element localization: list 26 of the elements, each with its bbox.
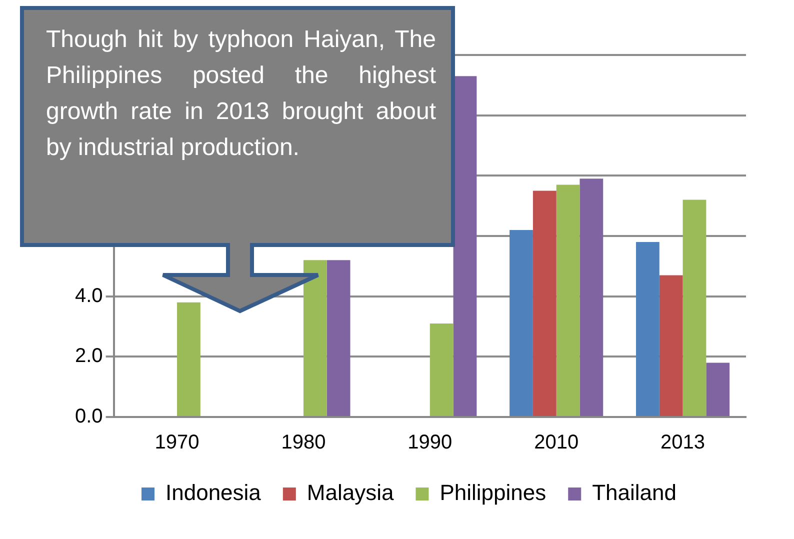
bar — [706, 362, 730, 416]
x-tick-label: 2013 — [660, 432, 706, 454]
bar — [682, 200, 706, 416]
bar — [177, 302, 200, 416]
x-tick-label: 1980 — [281, 432, 326, 454]
legend-label: Malaysia — [306, 480, 394, 506]
y-tick-label: 2.0 — [74, 345, 103, 368]
bar — [636, 242, 660, 416]
x-tick-label: 1970 — [154, 432, 200, 454]
y-tick-label: 0.0 — [74, 406, 103, 428]
x-tick-label: 2010 — [534, 432, 579, 454]
bar — [453, 76, 477, 416]
annotation: Though hit by typhoon Haiyan, The Philippines posted the highest growth rate in 2013 brought about by industrial production. — [46, 25, 436, 163]
bar — [556, 184, 580, 416]
bar — [303, 260, 327, 416]
bar — [510, 230, 533, 416]
bar — [580, 178, 604, 416]
y-tick-label: 4.0 — [74, 284, 103, 307]
bar — [430, 323, 454, 416]
bar — [326, 260, 350, 416]
bar — [659, 275, 683, 416]
legend-label: Thailand — [592, 480, 677, 506]
legend-label: Philippines — [440, 480, 546, 506]
bar — [532, 190, 556, 416]
legend-label: Indonesia — [165, 480, 262, 506]
x-tick-label: 1990 — [408, 432, 452, 454]
